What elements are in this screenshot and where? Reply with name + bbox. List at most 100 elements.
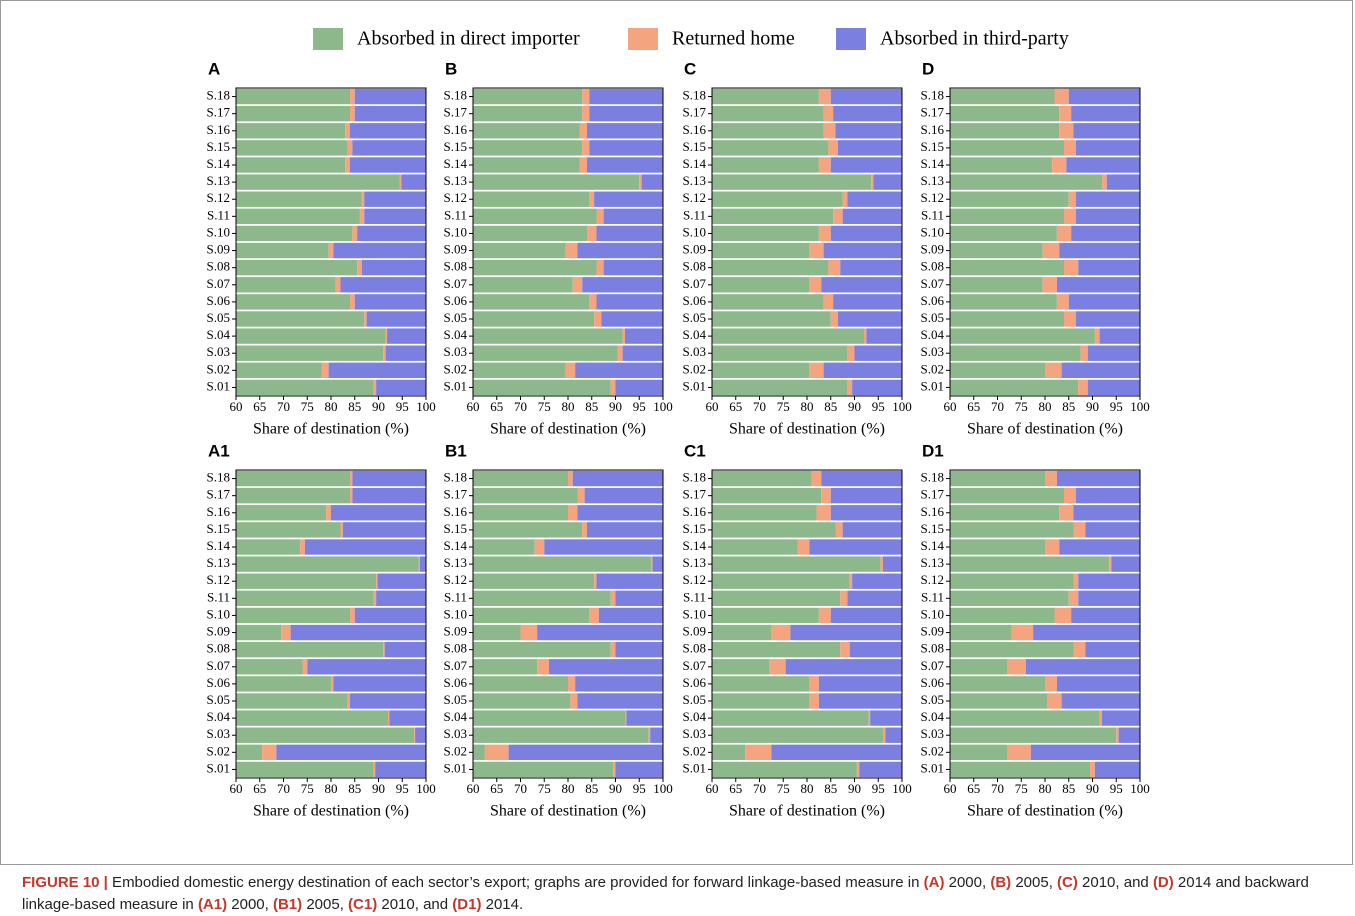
x-tick-label: 85: [348, 781, 361, 796]
y-tick-label: S.17: [444, 105, 468, 120]
y-tick-label: S.08: [207, 259, 230, 274]
bar-segment: [570, 693, 578, 709]
bar-segment: [950, 328, 1095, 344]
bar-segment: [350, 470, 353, 487]
bar-segment: [1030, 744, 1140, 761]
bar-segment: [950, 105, 1060, 122]
bar-segment: [1071, 225, 1140, 242]
bar-segment: [1064, 487, 1076, 504]
bar-segment: [473, 123, 580, 139]
y-tick-label: S.12: [207, 190, 230, 205]
bar-segment: [236, 379, 374, 396]
bar-segment: [652, 556, 663, 572]
bar-segment: [712, 710, 869, 726]
y-tick-label: S.16: [683, 122, 707, 137]
bar-segment: [350, 105, 355, 122]
y-tick-label: S.04: [207, 327, 231, 342]
y-tick-label: S.02: [921, 361, 944, 376]
x-tick-label: 85: [824, 781, 837, 796]
bar-segment: [1116, 727, 1119, 743]
y-tick-label: S.01: [683, 760, 706, 775]
bar-segment: [572, 470, 663, 487]
bar-segment: [1042, 277, 1057, 293]
bar-segment: [1064, 311, 1076, 327]
y-tick-label: S.02: [683, 743, 706, 758]
bar-segment: [579, 157, 587, 173]
x-tick-label: 90: [609, 399, 622, 414]
bar-segment: [307, 659, 426, 675]
bar-segment: [950, 259, 1064, 276]
bar-segment: [821, 470, 902, 487]
y-tick-label: S.16: [444, 504, 468, 519]
bar-segment: [589, 105, 663, 122]
bar-segment: [383, 345, 386, 361]
bar-segment: [508, 744, 663, 761]
bar-segment: [880, 556, 883, 572]
y-tick-label: S.11: [207, 207, 230, 222]
x-tick-label: 60: [467, 781, 480, 796]
y-tick-label: S.18: [921, 88, 944, 103]
bar-segment: [389, 710, 426, 726]
bar-segment: [871, 174, 874, 190]
caption-part: (B): [990, 874, 1012, 891]
bar-segment: [950, 294, 1057, 310]
bar-segment: [1011, 624, 1034, 641]
bar-segment: [357, 225, 426, 242]
bar-segment: [818, 88, 831, 105]
bar-segment: [1087, 345, 1140, 361]
y-tick-label: S.15: [444, 139, 467, 154]
bar-segment: [582, 105, 590, 122]
y-tick-label: S.06: [444, 293, 468, 308]
bar-segment: [236, 539, 301, 555]
bar-segment: [868, 710, 871, 726]
bar-segment: [615, 761, 663, 778]
bar-segment: [837, 311, 902, 327]
bar-segment: [847, 345, 855, 361]
bar-segment: [1059, 123, 1074, 139]
bar-segment: [414, 727, 416, 743]
bar-segment: [473, 590, 611, 607]
y-tick-label: S.16: [207, 504, 231, 519]
bar-segment: [950, 556, 1110, 572]
bar-segment: [1059, 105, 1072, 122]
y-tick-label: S.10: [921, 224, 944, 239]
bar-segment: [387, 328, 426, 344]
y-tick-label: S.08: [444, 641, 467, 656]
bar-segment: [236, 140, 348, 156]
bar-segment: [712, 191, 843, 207]
y-tick-label: S.06: [683, 293, 707, 308]
y-tick-label: S.05: [444, 310, 467, 325]
bar-segment: [473, 761, 614, 778]
bar-segment: [1118, 727, 1140, 743]
y-tick-label: S.05: [444, 692, 467, 707]
bar-segment: [797, 539, 810, 555]
bar-segment: [1071, 607, 1140, 624]
bar-segment: [352, 470, 426, 487]
y-tick-label: S.04: [444, 709, 468, 724]
bar-segment: [1078, 590, 1140, 607]
x-tick-label: 65: [729, 781, 742, 796]
bar-segment: [357, 259, 362, 276]
x-axis-label: Share of destination (%): [967, 421, 1123, 438]
bar-segment: [383, 641, 385, 658]
y-tick-label: S.01: [207, 760, 230, 775]
bar-segment: [1045, 676, 1057, 692]
bar-segment: [1094, 761, 1140, 778]
bar-segment: [950, 641, 1074, 658]
bar-segment: [1071, 105, 1140, 122]
bar-segment: [582, 522, 587, 538]
bar-segment: [1080, 345, 1088, 361]
y-tick-label: S.13: [444, 173, 467, 188]
bar-segment: [847, 590, 902, 607]
x-tick-label: 100: [892, 399, 912, 414]
y-tick-label: S.06: [444, 675, 468, 690]
bar-segment: [864, 328, 867, 344]
x-axis-label: Share of destination (%): [490, 803, 646, 820]
bar-segment: [589, 88, 663, 105]
bar-segment: [473, 710, 625, 726]
y-tick-label: S.10: [683, 224, 706, 239]
y-tick-label: S.14: [683, 156, 707, 171]
y-tick-label: S.07: [921, 658, 945, 673]
bar-segment: [712, 556, 881, 572]
